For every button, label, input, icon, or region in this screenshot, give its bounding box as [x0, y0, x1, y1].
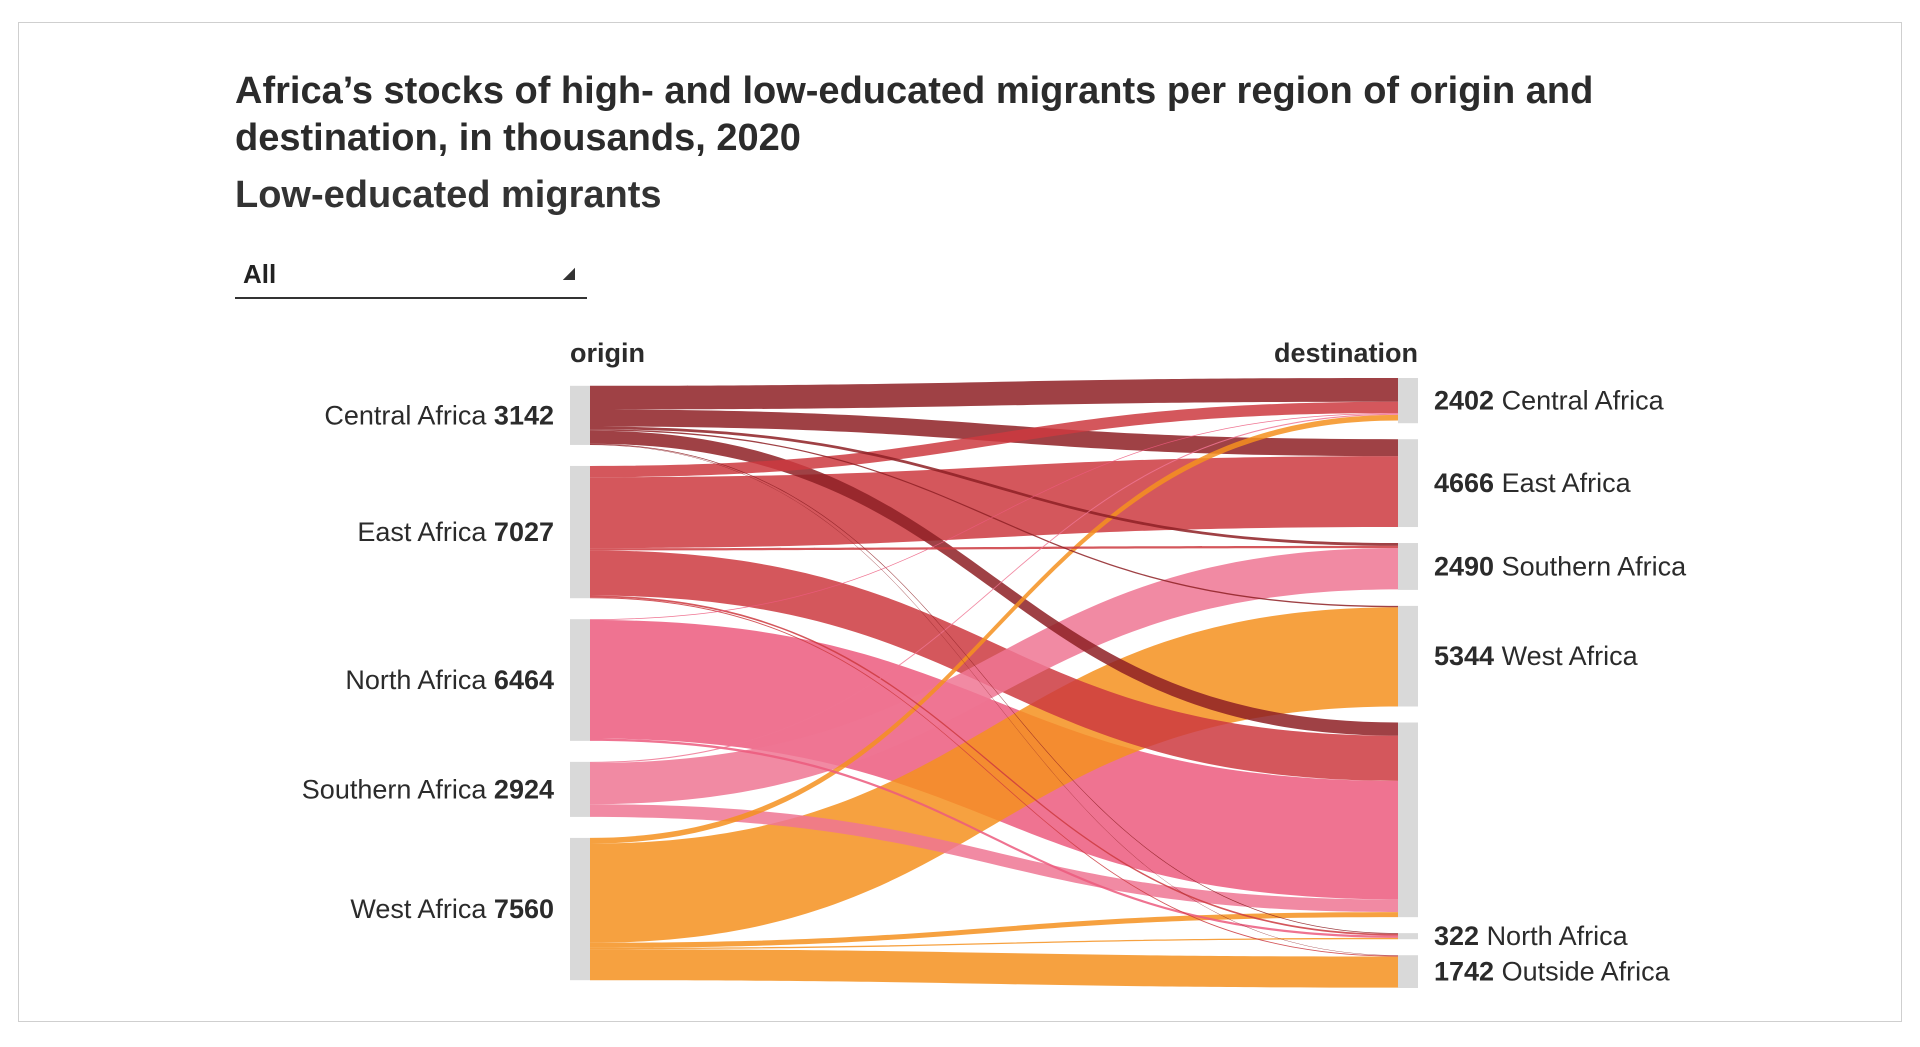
- sankey-nodes: [570, 378, 1418, 988]
- flow-east-africa-to-north-africa[interactable]: [590, 595, 1398, 936]
- destination-node-north-africa[interactable]: [1398, 933, 1418, 940]
- origin-label-southern-africa: Southern Africa 2924: [302, 774, 554, 804]
- destination-node-unlabelled[interactable]: [1398, 722, 1418, 918]
- flow-southern-africa-to-southern-africa[interactable]: [590, 548, 1398, 805]
- sankey-links: [590, 378, 1398, 988]
- origin-value-east-africa: 7027: [494, 517, 554, 547]
- region-filter-value: All: [243, 259, 277, 289]
- region-filter-select[interactable]: All ◢: [235, 253, 587, 299]
- origin-node-west-africa[interactable]: [570, 837, 590, 981]
- destination-value-west-africa: 5344: [1434, 641, 1502, 671]
- destination-node-southern-africa[interactable]: [1398, 543, 1418, 590]
- origin-value-west-africa: 7560: [494, 894, 554, 924]
- chart-title: Africa’s stocks of high- and low-educate…: [235, 70, 1594, 159]
- flow-southern-africa-to-central-africa[interactable]: [590, 413, 1398, 763]
- destination-name-east-africa: East Africa: [1502, 468, 1632, 498]
- destination-column-heading: destination: [1274, 338, 1418, 368]
- origin-name-east-africa: East Africa: [357, 517, 494, 547]
- origin-node-east-africa[interactable]: [570, 465, 590, 599]
- destination-label-west-africa: 5344 West Africa: [1434, 641, 1639, 671]
- destination-value-outside-africa: 1742: [1434, 957, 1502, 987]
- origin-name-west-africa: West Africa: [350, 894, 494, 924]
- flow-central-africa-to-east-africa[interactable]: [590, 409, 1398, 457]
- flow-west-africa-to-outside-africa[interactable]: [590, 949, 1398, 988]
- origin-label-north-africa: North Africa 6464: [345, 665, 554, 695]
- destination-label-east-africa: 4666 East Africa: [1434, 468, 1632, 498]
- origin-name-north-africa: North Africa: [345, 665, 494, 695]
- destination-node-outside-africa[interactable]: [1398, 955, 1418, 988]
- origin-value-north-africa: 6464: [494, 665, 554, 695]
- chart-subtitle: Low-educated migrants: [235, 174, 662, 216]
- destination-value-east-africa: 4666: [1434, 468, 1502, 498]
- destination-name-north-africa: North Africa: [1487, 921, 1629, 951]
- origin-node-north-africa[interactable]: [570, 619, 590, 741]
- flow-west-africa-to-west-africa[interactable]: [590, 607, 1398, 943]
- origin-node-southern-africa[interactable]: [570, 761, 590, 817]
- flow-east-africa-to-east-africa[interactable]: [590, 456, 1398, 549]
- flow-west-africa-to-central-africa[interactable]: [590, 414, 1398, 844]
- sankey-labels: Central Africa 3142 East Africa 7027 North…: [302, 386, 1687, 987]
- destination-label-central-africa: 2402 Central Africa: [1434, 386, 1665, 416]
- flow-west-africa-to-north-africa[interactable]: [590, 937, 1398, 950]
- flow-north-africa-to-central-africa[interactable]: [590, 413, 1398, 620]
- dropdown-arrow-icon: ◢: [562, 265, 575, 282]
- destination-node-west-africa[interactable]: [1398, 605, 1418, 707]
- origin-name-southern-africa: Southern Africa: [302, 774, 494, 804]
- destination-value-central-africa: 2402: [1434, 386, 1502, 416]
- flow-west-africa-to-unlabelled[interactable]: [590, 912, 1398, 948]
- origin-name-central-africa: Central Africa: [324, 400, 494, 430]
- destination-value-north-africa: 322: [1434, 921, 1487, 951]
- flow-central-africa-to-north-africa[interactable]: [590, 443, 1398, 934]
- origin-label-west-africa: West Africa 7560: [350, 894, 554, 924]
- destination-node-central-africa[interactable]: [1398, 378, 1418, 424]
- flow-central-africa-to-unlabelled[interactable]: [590, 430, 1398, 736]
- origin-value-southern-africa: 2924: [494, 774, 554, 804]
- origin-value-central-africa: 3142: [494, 400, 554, 430]
- origin-label-east-africa: East Africa 7027: [357, 517, 554, 547]
- origin-column-heading: origin: [570, 338, 645, 368]
- destination-name-central-africa: Central Africa: [1502, 386, 1665, 416]
- flow-central-africa-to-outside-africa[interactable]: [590, 444, 1398, 956]
- flow-east-africa-to-outside-africa[interactable]: [590, 597, 1398, 957]
- origin-label-central-africa: Central Africa 3142: [324, 400, 554, 430]
- flow-east-africa-to-southern-africa[interactable]: [590, 545, 1398, 551]
- destination-name-west-africa: West Africa: [1502, 641, 1639, 671]
- destination-name-outside-africa: Outside Africa: [1502, 957, 1671, 987]
- flow-central-africa-to-central-africa[interactable]: [590, 378, 1398, 410]
- origin-node-central-africa[interactable]: [570, 385, 590, 445]
- flow-east-africa-to-central-africa[interactable]: [590, 401, 1398, 478]
- destination-label-north-africa: 322 North Africa: [1434, 921, 1629, 951]
- flow-southern-africa-to-unlabelled[interactable]: [590, 804, 1398, 913]
- destination-label-southern-africa: 2490 Southern Africa: [1434, 551, 1687, 581]
- destination-label-outside-africa: 1742 Outside Africa: [1434, 957, 1671, 987]
- destination-name-southern-africa: Southern Africa: [1502, 551, 1688, 581]
- destination-node-east-africa[interactable]: [1398, 439, 1418, 528]
- destination-value-southern-africa: 2490: [1434, 551, 1502, 581]
- flow-north-africa-to-north-africa[interactable]: [590, 738, 1398, 938]
- flow-central-africa-to-west-africa[interactable]: [590, 429, 1398, 608]
- flow-central-africa-to-southern-africa[interactable]: [590, 426, 1398, 546]
